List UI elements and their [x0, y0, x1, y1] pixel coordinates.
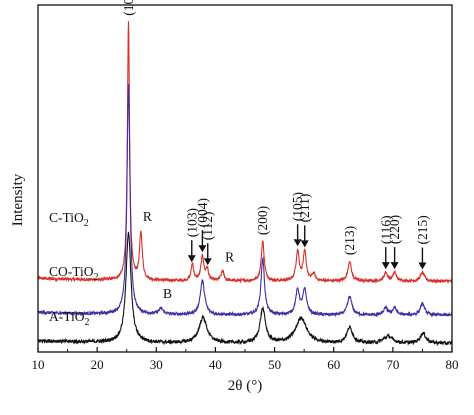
- peak-label: (116): [378, 215, 393, 244]
- peak-label: (112): [200, 212, 215, 241]
- peak-label: (220): [387, 215, 402, 244]
- y-axis-title: Intensity: [10, 173, 26, 226]
- x-axis-title: 2θ (°): [228, 378, 262, 394]
- series-label-co-tio2: CO-TiO2: [49, 264, 99, 283]
- series-labels: C-TiO2 CO-TiO2 A-TiO2: [49, 210, 99, 328]
- peak-arrowhead: [293, 239, 302, 247]
- x-tick-label: 70: [386, 357, 399, 372]
- plot-lines: [37, 21, 453, 347]
- phase-mark-r: R: [143, 209, 152, 224]
- peak-label: (211): [297, 194, 312, 223]
- x-tick-label: 30: [150, 357, 163, 372]
- peak-arrowhead: [187, 255, 196, 263]
- peak-label: (103): [184, 208, 199, 237]
- peak-arrowhead: [418, 262, 427, 270]
- x-tick-label: 60: [327, 357, 340, 372]
- series-line-a-tio2: [37, 231, 453, 347]
- peak-label: (105): [290, 192, 305, 221]
- peak-arrowhead: [198, 245, 207, 253]
- x-tick-label: 10: [32, 357, 45, 372]
- phase-mark-b: B: [163, 286, 172, 301]
- series-line-co-tio2: [37, 84, 453, 318]
- peak-arrowhead: [300, 240, 309, 248]
- peak-arrowhead: [390, 262, 399, 270]
- x-tick-label: 40: [209, 357, 222, 372]
- peak-label: (101): [121, 0, 136, 16]
- series-label-a-tio2: A-TiO2: [49, 309, 90, 328]
- peak-arrowhead: [203, 258, 212, 266]
- x-tick-label: 20: [91, 357, 104, 372]
- series-label-c-tio2: C-TiO2: [49, 210, 89, 229]
- series-line-c-tio2: [37, 21, 453, 284]
- axis-ticks: 10 20 30 40 50 60 70 80: [32, 347, 459, 372]
- peak-label: (004): [195, 198, 210, 227]
- peak-annotations: (101) (103)(004)(112) (200) (105)(211) (213)…: [121, 0, 430, 301]
- peak-label: (215): [415, 215, 430, 244]
- x-tick-label: 80: [446, 357, 459, 372]
- peak-label: (213): [342, 226, 357, 255]
- plot-frame: [37, 4, 453, 353]
- peak-label: (200): [255, 206, 270, 235]
- peak-arrowhead: [381, 262, 390, 270]
- phase-mark-r: R: [225, 250, 234, 265]
- x-tick-label: 50: [268, 357, 281, 372]
